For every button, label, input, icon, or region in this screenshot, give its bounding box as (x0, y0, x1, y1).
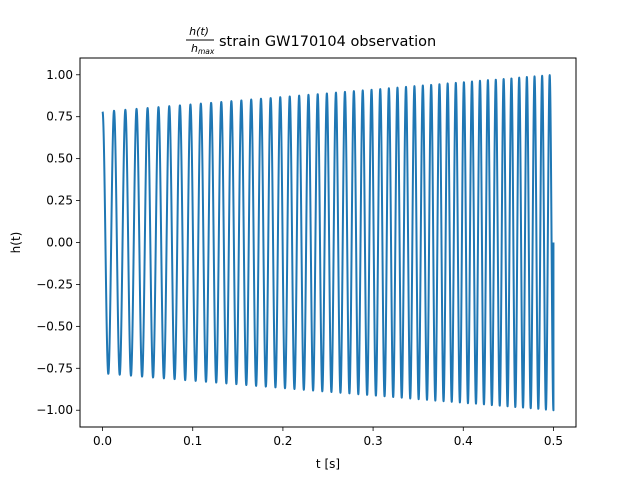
plot-frame (79, 57, 577, 428)
y-tick-label: −1.00 (36, 403, 73, 417)
y-tick-label: 0.00 (46, 236, 73, 250)
x-tick-label: 0.1 (183, 434, 202, 448)
x-tick-label: 0.4 (454, 434, 473, 448)
y-tick-label: 0.75 (46, 110, 73, 124)
x-tick-label: 0.5 (544, 434, 563, 448)
title-fraction-numerator: h(t) (189, 25, 209, 38)
y-tick-label: −0.50 (36, 319, 73, 333)
title-text: strain GW170104 observation (219, 34, 436, 50)
x-tick-label: 0.2 (273, 434, 292, 448)
y-tick-label: −0.25 (36, 277, 73, 291)
y-axis-ticks: 1.00 0.75 0.50 0.25 0.00 −0.25 −0.50 −0.75 −1.00 (36, 68, 80, 417)
x-axis-label: t [s] (316, 457, 340, 471)
y-tick-label: 0.25 (46, 194, 73, 208)
series-line (101, 74, 555, 412)
y-tick-label: 0.50 (46, 152, 73, 166)
x-axis-ticks: 0.0 0.1 0.2 0.3 0.4 0.5 (93, 427, 563, 448)
x-tick-label: 0.0 (93, 434, 112, 448)
x-tick-label: 0.3 (364, 434, 383, 448)
title-fraction-denominator: hmax (191, 42, 215, 56)
y-tick-label: 1.00 (46, 68, 73, 82)
y-axis-label: h(t) (9, 232, 23, 254)
y-tick-label: −0.75 (36, 361, 73, 375)
chart-title: h(t) hmax strain GW170104 observation (186, 25, 436, 56)
